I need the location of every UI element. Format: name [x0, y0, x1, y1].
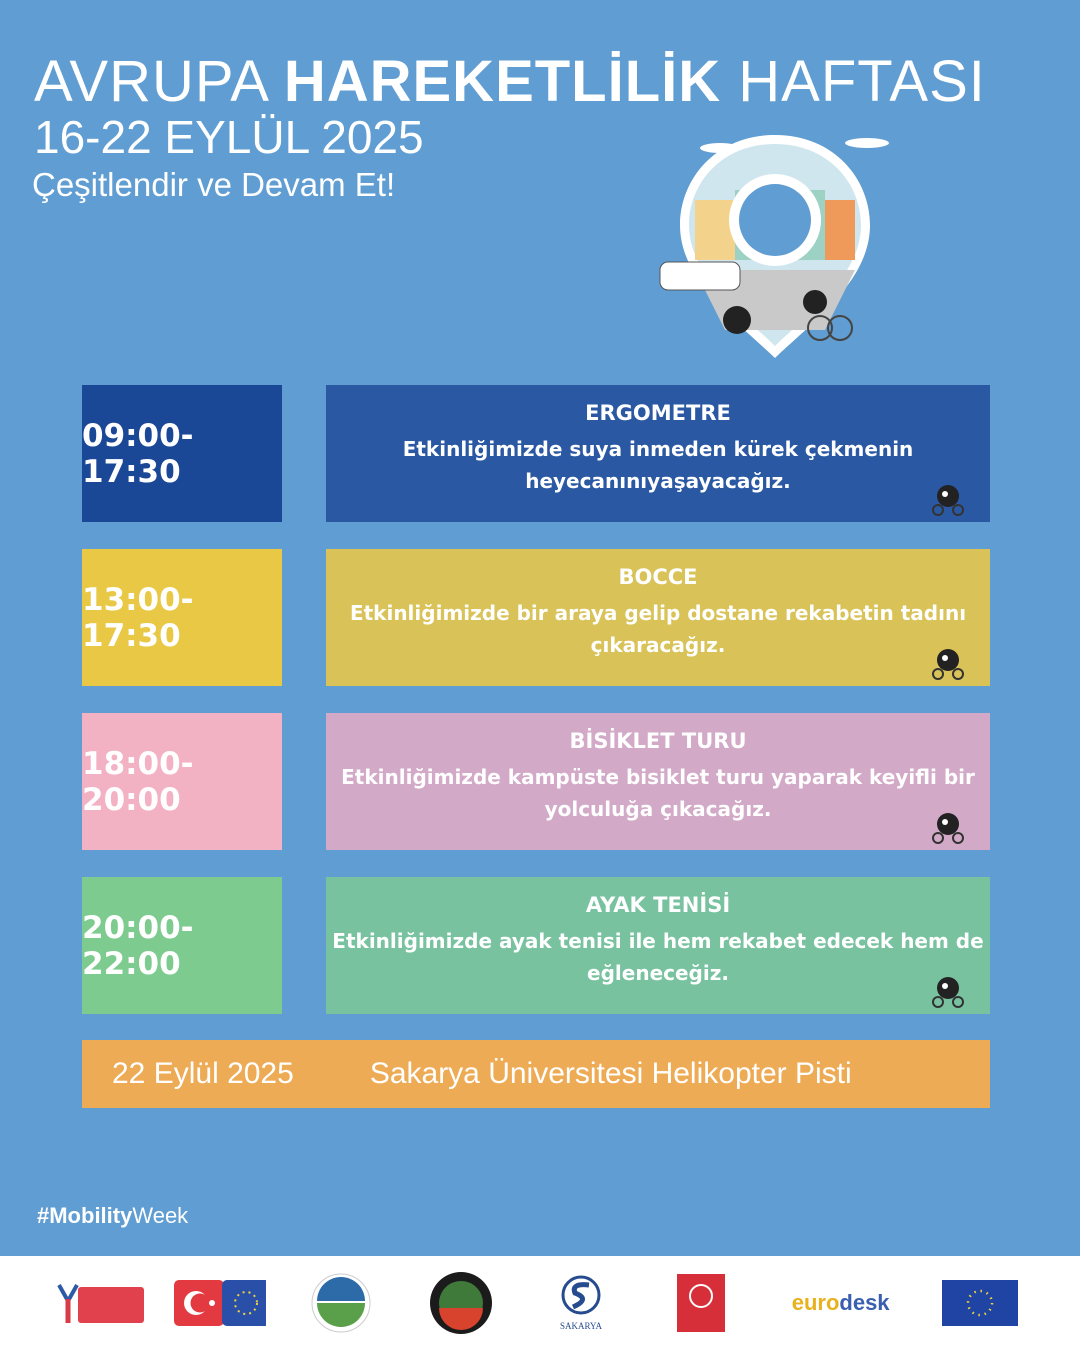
slogan: Çeşitlendir ve Devam Et!: [32, 166, 396, 203]
hashtag-bold: #Mobility: [37, 1203, 133, 1228]
event-title: BOCCE: [618, 565, 698, 589]
hashtag: #MobilityWeek: [37, 1203, 188, 1229]
event-description: Etkinliğimizde kampüste bisiklet turu ya…: [341, 765, 975, 821]
event-description: Etkinliğimizde bir araya gelip dostane r…: [349, 601, 967, 657]
sakarya-university-logo: SAKARYA: [535, 1275, 627, 1331]
event-title: ERGOMETRE: [585, 401, 731, 425]
ministry-youth-sports-logo: [655, 1274, 747, 1332]
ulusal-ajans-logo: [54, 1275, 146, 1331]
location-pin-illustration: [659, 135, 889, 358]
title-bold: HAREKETLİLİK: [283, 49, 722, 114]
event-card: BOCCE Etkinliğimizde bir araya gelip dost…: [326, 549, 990, 686]
event-card: ERGOMETRE Etkinliğimizde suya inmeden kür…: [326, 385, 990, 522]
running-mascot-icon: [932, 977, 964, 1008]
sakarya-city-logo: [415, 1272, 507, 1334]
event-location: Sakarya Üniversitesi Helikopter Pisti: [369, 1057, 852, 1090]
sakarya-logo-text: SAKARYA: [560, 1321, 603, 1331]
partner-logos: SAKARYA euro desk: [0, 1256, 1080, 1350]
event-time: 20:00-22:00: [82, 877, 282, 1014]
eurodesk-logo: euro desk: [776, 1275, 906, 1331]
event-dates: 16-22 EYLÜL 2025: [34, 111, 424, 163]
event-description: Etkinliğimizde ayak tenisi ile hem rekab…: [332, 929, 984, 985]
event-time: 09:00-17:30: [82, 385, 282, 522]
event-card: BİSİKLET TURU Etkinliğimizde kampüste bis…: [326, 713, 990, 850]
event-day: 22 Eylül 2025: [112, 1057, 294, 1090]
eurodesk-desk: desk: [839, 1290, 890, 1315]
event-description: Etkinliğimizde suya inmeden kürek çekmen…: [402, 437, 914, 493]
event-card: AYAK TENİSİ Etkinliğimizde ayak tenisi il…: [326, 877, 990, 1014]
event-time: 13:00-17:30: [82, 549, 282, 686]
car-mascot-icon: [932, 485, 964, 516]
bicycle-mascot-icon: [932, 813, 964, 844]
page-title: AVRUPA HAREKETLİLİK HAFTASI: [34, 48, 986, 115]
hashtag-normal: Week: [132, 1203, 189, 1228]
event-title: BİSİKLET TURU: [569, 729, 747, 753]
eu-flag-logo: [934, 1275, 1026, 1331]
venue-bar: 22 Eylül 2025 Sakarya Üniversitesi Helik…: [82, 1040, 990, 1108]
event-time: 18:00-20:00: [82, 713, 282, 850]
skateboard-mascot-icon: [932, 649, 964, 680]
title-part2: HAFTASI: [738, 49, 986, 114]
event-title: AYAK TENİSİ: [585, 893, 731, 917]
turkey-eu-flag-logo: [174, 1275, 267, 1331]
eurodesk-euro: euro: [791, 1290, 840, 1315]
title-part1: AVRUPA: [34, 49, 267, 114]
sakarya-municipality-logo: [295, 1273, 387, 1333]
